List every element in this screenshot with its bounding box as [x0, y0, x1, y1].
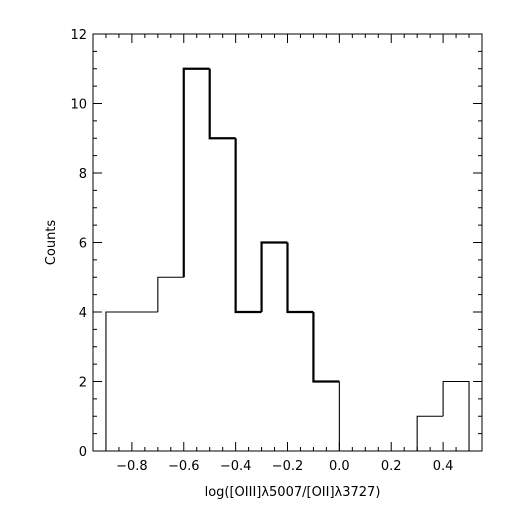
y-tick-labels: 0 2 4 6 8 10 12	[70, 28, 87, 460]
y-tick-label: 2	[79, 376, 87, 391]
histogram-bar	[157, 276, 184, 312]
y-tick-label: 10	[70, 98, 87, 113]
histogram-bar	[416, 415, 444, 451]
x-axis-label: log([OIII]λ5007/[OII]λ3727)	[205, 485, 381, 500]
x-tick-label: −0.2	[272, 459, 304, 474]
x-tick-label: 0.2	[381, 459, 402, 474]
histogram-bar	[234, 138, 262, 314]
x-tick-label: 0.4	[433, 459, 454, 474]
x-tick-label: −0.8	[116, 459, 148, 474]
histogram-bar	[312, 312, 340, 383]
x-tick-label: −0.6	[168, 459, 200, 474]
histogram-bar	[286, 242, 314, 314]
histogram-steps	[105, 67, 470, 452]
histogram-bar	[182, 67, 210, 278]
histogram-bar	[105, 311, 158, 451]
y-axis-label: Counts	[44, 220, 59, 266]
y-tick-label: 0	[79, 445, 87, 460]
x-tick-labels: −0.8 −0.6 −0.4 −0.2 0.0 0.2 0.4	[116, 459, 453, 474]
y-tick-label: 4	[79, 306, 87, 321]
axis-ticks	[93, 33, 483, 452]
x-tick-label: 0.0	[329, 459, 350, 474]
y-tick-label: 8	[79, 167, 87, 182]
histogram-bar	[338, 381, 366, 452]
histogram-bar	[208, 68, 236, 140]
y-tick-label: 12	[70, 28, 87, 43]
x-tick-label: −0.4	[220, 459, 252, 474]
histogram-bar	[260, 241, 288, 312]
histogram-bar	[442, 380, 470, 451]
y-tick-label: 6	[79, 237, 87, 252]
